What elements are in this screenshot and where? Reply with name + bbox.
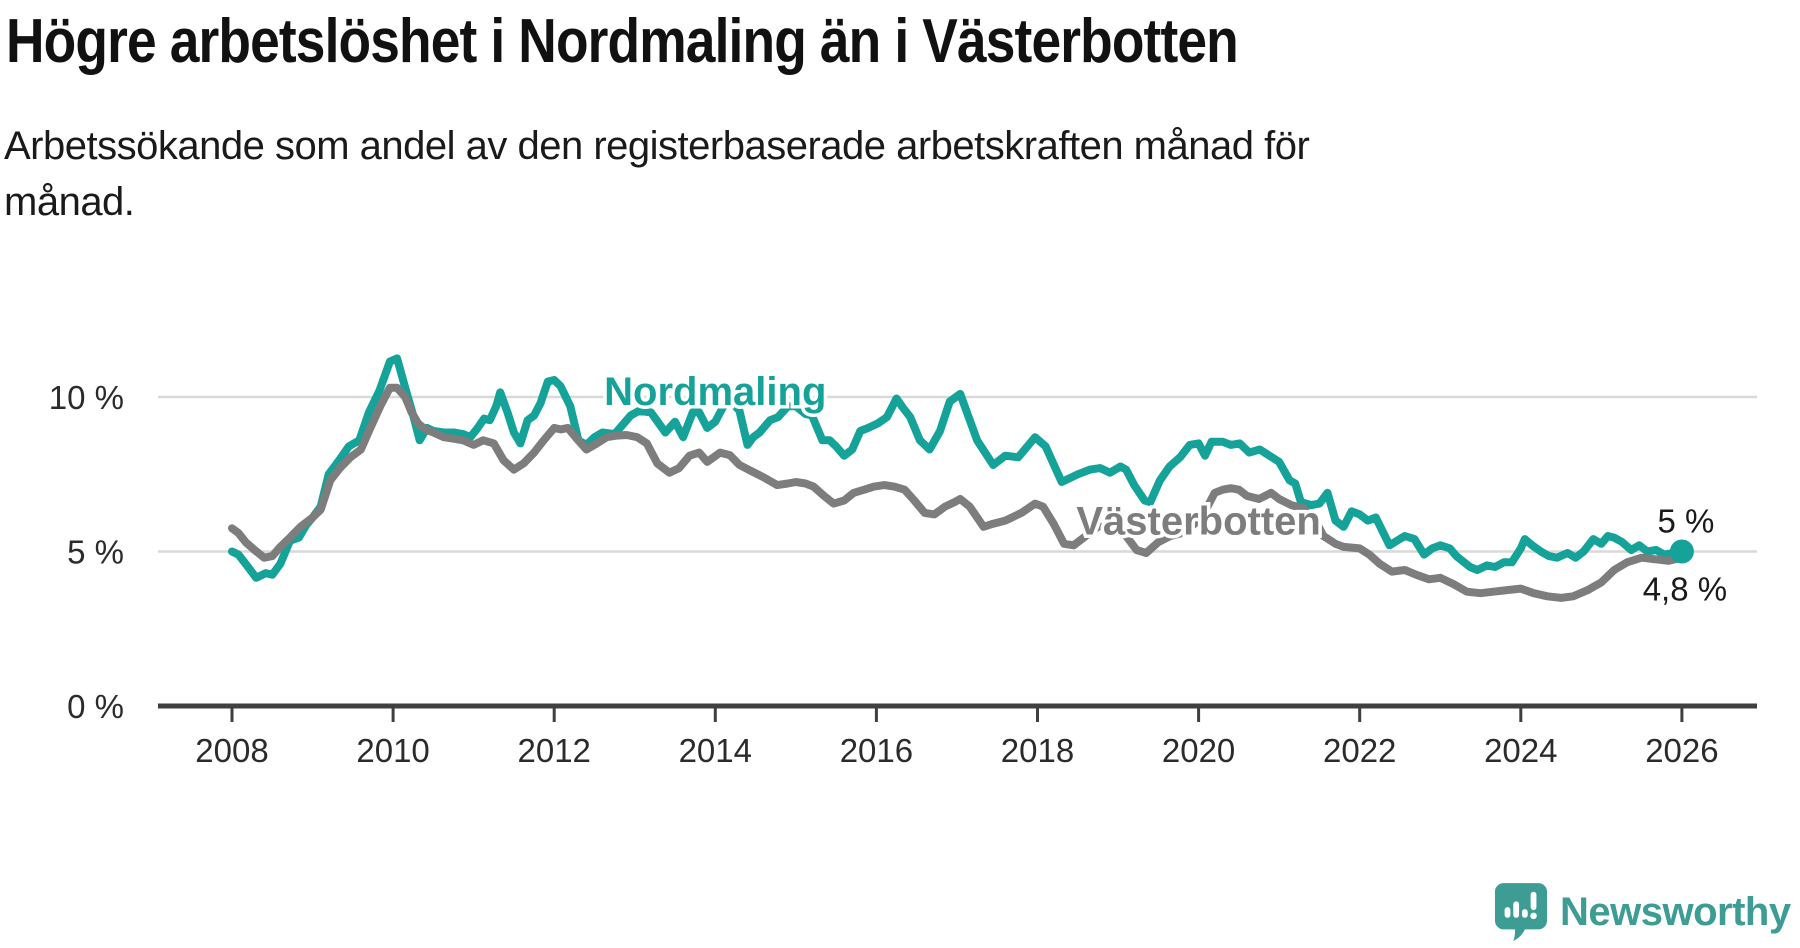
chart-title: Högre arbetslöshet i Nordmaling än i Väs… [6,7,1239,76]
x-tick-label: 2024 [1484,732,1557,769]
logo-bars-icon [1504,891,1537,920]
nordmaling-line [228,354,1686,582]
end-label-nordmaling: 5 % [1657,503,1714,540]
x-tick-label: 2016 [840,732,913,769]
x-tick-label: 2008 [195,732,268,769]
end-label-västerbotten: 4,8 % [1643,571,1727,608]
nordmaling-end-dot [1669,539,1694,564]
x-tick-label: 2010 [356,732,429,769]
series-label-västerbotten: Västerbotten [1076,500,1321,544]
x-tick-label: 2014 [679,732,752,769]
series-label-nordmaling: Nordmaling [604,370,826,414]
y-tick-label: 10 % [49,379,124,416]
newsworthy-logo-icon [1494,883,1548,941]
västerbotten-line [228,383,1686,602]
newsworthy-logo-text: Newsworthy [1560,889,1791,934]
newsworthy-logo: Newsworthy [1494,882,1791,942]
x-tick-label: 2018 [1001,732,1074,769]
x-tick-label: 2026 [1645,732,1718,769]
x-tick-label: 2022 [1323,732,1396,769]
y-tick-label: 0 % [67,688,124,725]
chart-subtitle: Arbetssökande som andel av den registerb… [4,124,1310,224]
y-tick-label: 5 % [67,534,124,571]
x-tick-label: 2020 [1162,732,1235,769]
x-tick-label: 2012 [517,732,590,769]
